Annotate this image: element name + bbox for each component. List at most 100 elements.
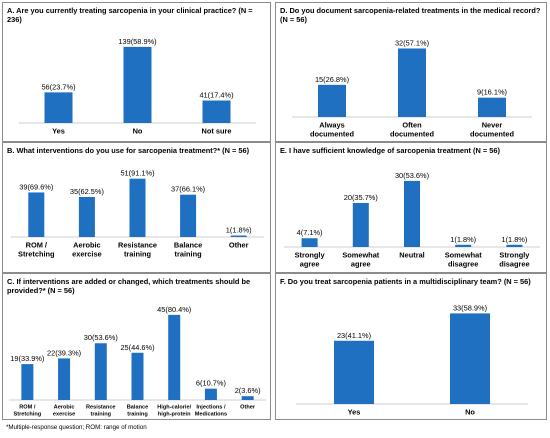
chart-title: C. If interventions are added or changed… [7,277,251,296]
category-label: exercise [72,249,102,258]
chart-title: D. Do you document sarcopenia-related tr… [280,6,541,25]
data-label: 30(53.6%) [395,171,429,180]
data-label: 4(7.1%) [297,228,323,237]
category-label: Balance [127,405,148,411]
bar-chart-f: 23(41.1%) Yes 33(58.9%) No [296,303,528,416]
data-label: 56(23.7%) [41,82,75,91]
data-label: 1(1.8%) [501,235,527,244]
category-label: documented [470,129,514,138]
category-label: Strongly [295,250,326,259]
data-label: 6(10.7%) [196,379,226,388]
bar-chart-c: 19(33.9%) ROM /Stretching 22(39.3%) Aerobic… [9,305,266,418]
category-label: exercise [53,412,75,418]
bar [334,340,374,404]
category-label: No [465,407,475,416]
bar [398,48,426,118]
category-label: training [175,249,203,258]
bar [506,244,523,247]
bar [58,358,71,400]
data-label: 1(1.8%) [450,235,476,244]
category-label: Somewhat [445,250,482,259]
category-label: Other [240,405,256,411]
category-label: Resistance [86,405,116,411]
category-label: ROM / [26,240,47,249]
category-label: agree [351,259,371,268]
bar [202,100,231,123]
category-label: Often [402,120,422,129]
data-label: 2(3.6%) [235,386,261,395]
category-label: Aerobic [73,240,101,249]
data-label: 51(91.1%) [120,169,154,178]
chart-panel-b: B. What interventions do you use for sar… [2,142,271,273]
category-label: Stretching [18,249,55,258]
data-label: 23(41.1%) [337,331,371,340]
data-label: 35(62.5%) [70,187,104,196]
data-label: 25(44.6%) [120,343,154,352]
category-label: ROM / [19,405,36,411]
bar-chart-a: 56(23.7%) Yes 139(58.9%) No 41(17.4%) Not sur… [19,37,256,135]
bar [94,343,107,400]
category-label: No [133,126,143,135]
bar [318,84,346,117]
bar [129,178,146,237]
category-label: Aerobic [54,405,75,411]
data-label: 39(69.6%) [19,182,53,191]
category-label: Resistance [118,240,157,249]
data-label: 139(58.9%) [118,37,156,46]
data-label: 45(80.4%) [157,305,191,314]
bar [180,194,197,237]
category-label: Strongly [499,250,530,259]
bar [21,364,34,400]
category-label: Somewhat [342,250,379,259]
footnote: *Multiple-response question; ROM: range … [6,424,147,431]
category-label: Yes [348,407,361,416]
bar-chart-d: 15(26.8%)Alwaysdocumented32(57.1%)Oftend… [292,38,532,138]
category-label: Medications [195,412,227,418]
chart-panel-c: C. If interventions are added or changed… [2,273,271,420]
data-label: 41(17.4%) [199,91,233,100]
category-label: training [127,412,148,418]
bar [450,313,490,404]
bar [230,235,247,237]
chart-panel-a: A. Are you currently treating sarcopenia… [2,2,271,142]
category-label: Injections / [196,405,226,411]
bar [241,396,254,400]
data-label: 1(1.8%) [226,226,252,235]
bar [352,202,369,247]
category-label: Always [319,120,344,129]
category-label: Never [482,120,503,129]
chart-title: A. Are you currently treating sarcopenia… [7,6,253,25]
bar-chart-b: 39(69.6%) ROM /Stretching 35(62.5%) Aerobic… [11,169,264,258]
chart-title: B. What interventions do you use for sar… [7,146,250,155]
data-label: 37(66.1%) [171,185,205,194]
chart-title: E. I have sufficient knowledge of sarcop… [280,146,500,155]
chart-panel-d: D. Do you document sarcopenia-related tr… [275,2,547,142]
bar [28,192,45,237]
category-label: training [124,249,152,258]
bar-chart-e: 4(7.1%)Stronglyagree20(35.7%)Somewhatagr… [284,171,540,268]
category-label: disagree [448,259,478,268]
bar [204,388,217,400]
data-label: 32(57.1%) [395,38,429,47]
data-label: 15(26.8%) [315,75,349,84]
category-label: training [91,412,112,418]
bar [455,244,472,247]
data-label: 33(58.9%) [453,303,487,312]
bar [44,92,73,123]
category-label: documented [310,129,354,138]
category-label: Neutral [399,250,424,259]
category-label: agree [300,259,320,268]
category-label: documented [390,129,434,138]
data-label: 22(39.3%) [47,348,81,357]
chart-panel-f: F. Do you treat sarcopenia patients in a… [275,273,547,420]
category-label: Balance [174,240,202,249]
chart-title: F. Do you treat sarcopenia patients in a… [280,277,531,286]
category-label: Yes [52,126,65,135]
data-label: 30(53.6%) [84,333,118,342]
bar [478,97,506,117]
bar [78,197,95,237]
data-label: 20(35.7%) [344,193,378,202]
bar [131,352,144,400]
category-label: disagree [499,259,529,268]
data-label: 19(33.9%) [10,354,44,363]
